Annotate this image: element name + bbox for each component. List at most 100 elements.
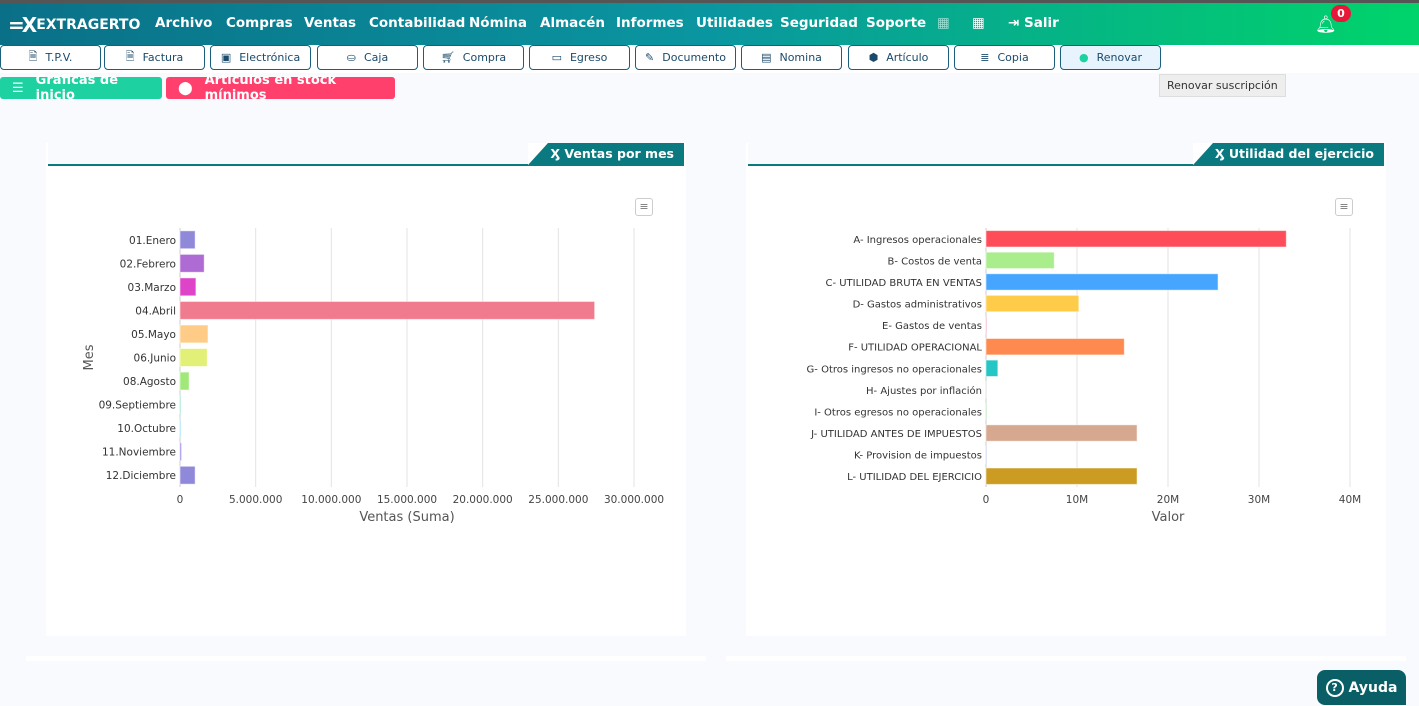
calendar-icon[interactable]: ▦ <box>972 15 985 31</box>
panel-title: Ӽ Utilidad del ejercicio <box>1192 143 1384 165</box>
y-tick-label: E- Gastos de ventas <box>882 321 982 332</box>
y-tick-label: H- Ajustes por inflación <box>866 385 982 397</box>
y-tick-label: 12.Diciembre <box>106 470 176 482</box>
bar <box>985 251 1055 270</box>
y-tick-label: C- UTILIDAD BRUTA EN VENTAS <box>825 278 982 289</box>
menu-seguridad[interactable]: Seguridad <box>780 15 858 31</box>
x-tick-label: 10.000.000 <box>301 494 361 506</box>
x-axis-title: Valor <box>1152 510 1185 525</box>
y-tick-label: 05.Mayo <box>131 329 176 341</box>
database-icon: ≣ <box>980 51 990 64</box>
y-tick-label: 01.Enero <box>129 235 176 247</box>
toolbar-button-label: Egreso <box>569 51 608 64</box>
bar <box>179 395 182 415</box>
toolbar-button-renovar[interactable]: ● Renovar <box>1060 45 1161 70</box>
chart-title: Utilidad del ejercicio <box>1228 146 1374 161</box>
sales-chart: 0 5.000.000 10.000.000 15.000.000 20.000.000… <box>82 228 664 525</box>
bar <box>985 273 1219 291</box>
menu-ventas[interactable]: Ventas <box>304 15 357 31</box>
toolbar-button-label: Factura <box>142 51 184 64</box>
toolbar-button-electrnica[interactable]: ▣ Electrónica <box>210 45 311 70</box>
y-tick-label: 06.Junio <box>134 353 176 365</box>
y-tick-label: F- UTILIDAD OPERACIONAL <box>848 343 982 354</box>
hand-coin-icon: ⛀ <box>346 51 356 64</box>
x-tick-label: 40M <box>1339 494 1361 506</box>
x-tick-label: 30.000.000 <box>604 494 664 506</box>
x-tick-label: 0 <box>177 494 184 506</box>
box-icon: ⬢ <box>868 51 879 64</box>
x-tick-label: 5.000.000 <box>229 494 282 506</box>
bar <box>179 230 196 250</box>
y-tick-label: J- UTILIDAD ANTES DE IMPUESTOS <box>810 429 982 440</box>
y-tick-label: L- UTILIDAD DEL EJERCICIO <box>847 472 982 483</box>
alert-icon: ⬤ <box>178 80 193 96</box>
sales-chart-panel: Ӽ Ventas por mes ≡ 0 5.000.000 10.000.000 1… <box>46 143 686 636</box>
logout-button[interactable]: ⇥ Salir <box>1008 15 1059 31</box>
bar <box>179 371 190 391</box>
logout-icon: ⇥ <box>1008 15 1020 31</box>
stock-tab[interactable]: ⬤ Artículos en stock mínimos <box>166 73 395 103</box>
bar <box>985 402 988 421</box>
bar <box>985 467 1138 485</box>
divider <box>726 656 1406 661</box>
toolbar-button-copia[interactable]: ≣ Copia <box>954 45 1055 70</box>
chart-title: Ventas por mes <box>564 146 674 161</box>
chart-menu-button[interactable]: ≡ <box>635 198 653 216</box>
bar <box>179 277 197 297</box>
logo[interactable]: =X EXTRAGERTO <box>8 13 140 37</box>
panel-header: Ӽ Utilidad del ejercicio <box>748 143 1384 166</box>
x-axis-title: Ventas (Suma) <box>359 510 454 525</box>
menu-soporte[interactable]: Soporte <box>866 15 927 31</box>
chart-menu-button[interactable]: ≡ <box>1335 198 1353 216</box>
toolbar-button-documento[interactable]: ✎ Documento <box>635 45 736 70</box>
file-icon: 🗎 <box>28 50 38 63</box>
menu-nomina[interactable]: Nómina <box>469 15 527 31</box>
logout-label: Salir <box>1024 15 1059 31</box>
toolbar-button-compra[interactable]: 🛒︎ Compra <box>423 45 524 70</box>
bar <box>985 424 1138 442</box>
notification-badge: 0 <box>1331 5 1351 22</box>
y-tick-label: 03.Marzo <box>128 282 176 294</box>
menu-almacen[interactable]: Almacén <box>540 15 606 31</box>
menu-contabilidad[interactable]: Contabilidad <box>369 15 466 31</box>
profit-chart-panel: Ӽ Utilidad del ejercicio ≡ 0 10M 20M 30M 40M… <box>746 143 1386 636</box>
menu-archivo[interactable]: Archivo <box>155 15 213 31</box>
tooltip: Renovar suscripción <box>1159 74 1286 97</box>
help-button[interactable]: ? Ayuda <box>1317 670 1406 705</box>
y-axis-title: Mes <box>82 344 97 370</box>
toolbar-button-artculo[interactable]: ⬢ Artículo <box>848 45 949 70</box>
bar <box>985 381 988 399</box>
toolbar-button-label: Documento <box>662 51 726 64</box>
chart-type-icon: Ӽ <box>550 146 565 161</box>
charts-tab[interactable]: ☰ Gráficas de inicio <box>0 73 162 103</box>
toolbar-button-tpv[interactable]: 🗎 T.P.V. <box>0 45 101 70</box>
toolbar-button-factura[interactable]: 🗎 Factura <box>104 45 205 70</box>
bell-icon[interactable]: 🔔︎ <box>1315 15 1337 35</box>
x-tick-label: 10M <box>1066 494 1088 506</box>
grid-icon[interactable]: ▦ <box>937 15 950 31</box>
bar <box>179 442 183 462</box>
profit-chart: 0 10M 20M 30M 40M A- Ingresos operacionales B-… <box>807 228 1361 525</box>
bar <box>179 300 596 320</box>
id-card-icon: ▤ <box>761 51 772 64</box>
x-tick-label: 30M <box>1248 494 1270 506</box>
menu-utilidades[interactable]: Utilidades <box>696 15 773 31</box>
toolbar-button-label: Compra <box>462 51 507 64</box>
toolbar-button-nomina[interactable]: ▤ Nomina <box>741 45 842 70</box>
money-icon: ▭ <box>551 51 562 64</box>
toolbar-button-caja[interactable]: ⛀ Caja <box>317 45 418 70</box>
menu-informes[interactable]: Informes <box>616 15 684 31</box>
y-tick-label: K- Provision de impuestos <box>854 451 982 462</box>
toolbar-button-egreso[interactable]: ▭ Egreso <box>529 45 630 70</box>
y-tick-label: 09.Septiembre <box>99 400 176 412</box>
chart-type-icon: Ӽ <box>1214 146 1229 161</box>
y-tick-label: 08.Agosto <box>123 376 176 388</box>
bar <box>179 253 205 273</box>
bar <box>179 324 209 344</box>
toolbar-button-label: Copia <box>997 51 1029 64</box>
top-navbar: =X EXTRAGERTO Archivo Compras Ventas Cont… <box>0 0 1419 45</box>
menu-compras[interactable]: Compras <box>226 15 293 31</box>
logo-mark-icon: =X <box>8 13 37 37</box>
user-circle-icon: ● <box>1078 51 1089 64</box>
help-label: Ayuda <box>1348 679 1398 696</box>
